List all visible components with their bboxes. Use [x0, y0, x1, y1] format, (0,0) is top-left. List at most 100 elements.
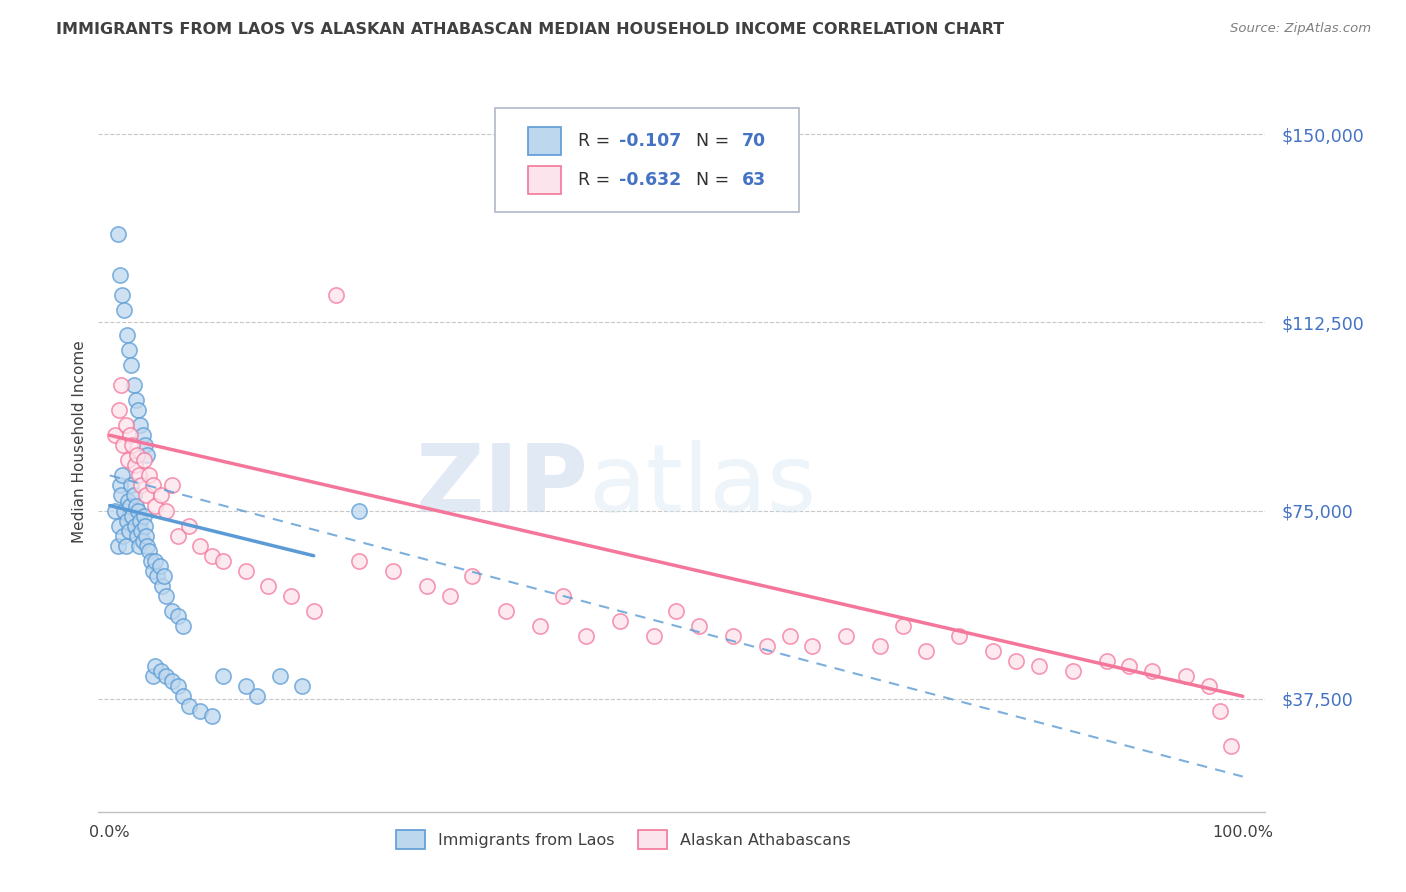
Point	[153, 569, 176, 583]
Point	[138, 543, 160, 558]
Text: N =: N =	[685, 132, 735, 150]
Point	[269, 669, 291, 683]
Text: 70: 70	[741, 132, 765, 150]
Point	[132, 453, 155, 467]
Point	[416, 579, 439, 593]
FancyBboxPatch shape	[495, 109, 799, 212]
Text: ZIP: ZIP	[416, 440, 589, 532]
Point	[125, 448, 148, 462]
Point	[122, 488, 145, 502]
Point	[755, 639, 778, 653]
Point	[149, 488, 172, 502]
Point	[136, 539, 159, 553]
Point	[149, 664, 172, 678]
Point	[143, 659, 166, 673]
Point	[128, 539, 150, 553]
Point	[325, 287, 347, 301]
Point	[121, 438, 143, 452]
Point	[166, 679, 188, 693]
Point	[146, 569, 169, 583]
Point	[108, 478, 131, 492]
Point	[111, 287, 134, 301]
Point	[125, 499, 148, 513]
Point	[235, 679, 257, 693]
Point	[201, 549, 224, 563]
Point	[139, 554, 162, 568]
Point	[111, 468, 134, 483]
Point	[302, 604, 325, 618]
Point	[983, 644, 1005, 658]
Point	[1209, 704, 1232, 718]
Point	[1028, 659, 1050, 673]
Point	[114, 302, 136, 317]
Point	[280, 589, 302, 603]
Point	[160, 604, 183, 618]
Point	[891, 619, 914, 633]
Point	[461, 569, 484, 583]
Point	[124, 458, 146, 473]
Point	[721, 629, 744, 643]
Point	[112, 438, 135, 452]
Point	[1140, 664, 1163, 678]
Text: -0.632: -0.632	[619, 170, 681, 189]
Point	[1062, 664, 1084, 678]
Point	[495, 604, 517, 618]
Point	[212, 554, 235, 568]
Point	[128, 468, 150, 483]
Text: N =: N =	[685, 170, 735, 189]
Point	[122, 378, 145, 392]
Point	[136, 448, 159, 462]
Y-axis label: Median Household Income: Median Household Income	[72, 340, 87, 543]
Point	[129, 514, 152, 528]
Point	[257, 579, 280, 593]
FancyBboxPatch shape	[527, 166, 561, 194]
Point	[869, 639, 891, 653]
Point	[212, 669, 235, 683]
Point	[135, 488, 157, 502]
Point	[172, 690, 194, 704]
Point	[914, 644, 936, 658]
Point	[114, 418, 136, 433]
Point	[107, 539, 129, 553]
Point	[246, 690, 269, 704]
Point	[108, 403, 131, 417]
Point	[160, 674, 183, 689]
Point	[108, 268, 131, 282]
Point	[135, 529, 157, 543]
Point	[115, 327, 138, 342]
Point	[801, 639, 824, 653]
Point	[177, 699, 200, 714]
Point	[112, 529, 135, 543]
Point	[347, 503, 370, 517]
Point	[142, 564, 165, 578]
Point	[104, 428, 127, 442]
Point	[779, 629, 801, 643]
Text: IMMIGRANTS FROM LAOS VS ALASKAN ATHABASCAN MEDIAN HOUSEHOLD INCOME CORRELATION C: IMMIGRANTS FROM LAOS VS ALASKAN ATHABASC…	[56, 22, 1004, 37]
Point	[1118, 659, 1140, 673]
Point	[120, 499, 142, 513]
Point	[143, 554, 166, 568]
Text: Source: ZipAtlas.com: Source: ZipAtlas.com	[1230, 22, 1371, 36]
Point	[439, 589, 461, 603]
Point	[150, 579, 173, 593]
FancyBboxPatch shape	[527, 127, 561, 154]
Point	[120, 358, 142, 372]
Point	[124, 518, 146, 533]
Point	[166, 609, 188, 624]
Point	[155, 669, 177, 683]
Point	[114, 503, 136, 517]
Point	[132, 508, 155, 523]
Point	[1220, 739, 1243, 754]
Point	[609, 614, 631, 628]
Point	[131, 524, 153, 538]
Point	[120, 478, 142, 492]
Point	[643, 629, 665, 643]
Text: -0.107: -0.107	[619, 132, 681, 150]
Legend: Immigrants from Laos, Alaskan Athabascans: Immigrants from Laos, Alaskan Athabascan…	[389, 823, 858, 855]
Point	[172, 619, 194, 633]
Point	[166, 529, 188, 543]
Point	[142, 478, 165, 492]
Point	[131, 478, 153, 492]
Point	[529, 619, 551, 633]
Point	[125, 529, 148, 543]
